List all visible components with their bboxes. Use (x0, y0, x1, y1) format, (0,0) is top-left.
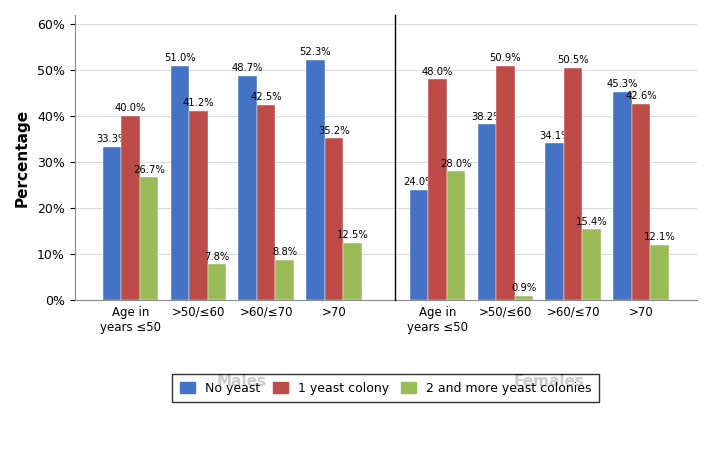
Bar (545, 143, 564, 300)
Text: Males: Males (216, 374, 266, 389)
Bar (208, 264, 226, 300)
Text: 12.5%: 12.5% (337, 230, 368, 240)
Text: 48.7%: 48.7% (232, 63, 263, 73)
Bar (447, 172, 466, 300)
Bar (650, 244, 669, 300)
Text: 35.2%: 35.2% (318, 125, 350, 135)
Bar (140, 177, 158, 300)
Text: 24.0%: 24.0% (404, 177, 435, 187)
Text: 38.2%: 38.2% (471, 112, 503, 122)
Bar (189, 111, 208, 300)
Bar (276, 260, 294, 300)
Text: 51.0%: 51.0% (164, 53, 196, 63)
Text: 8.8%: 8.8% (272, 247, 297, 257)
Bar (171, 66, 189, 300)
Bar (410, 190, 429, 300)
Bar (478, 125, 496, 300)
Text: 48.0%: 48.0% (422, 67, 454, 77)
Bar (239, 76, 257, 300)
Bar (613, 92, 632, 300)
Bar (564, 68, 582, 300)
Text: 42.5%: 42.5% (251, 92, 282, 102)
Text: 7.8%: 7.8% (204, 251, 229, 262)
Text: 42.6%: 42.6% (625, 92, 656, 102)
Bar (306, 60, 325, 300)
Legend: No yeast, 1 yeast colony, 2 and more yeast colonies: No yeast, 1 yeast colony, 2 and more yea… (172, 375, 600, 402)
Text: 52.3%: 52.3% (300, 47, 331, 57)
Bar (343, 243, 362, 300)
Bar (325, 138, 343, 300)
Bar (582, 229, 601, 300)
Text: 40.0%: 40.0% (115, 103, 147, 113)
Text: 34.1%: 34.1% (539, 131, 570, 141)
Bar (122, 116, 140, 300)
Bar (632, 104, 650, 300)
Bar (496, 66, 515, 300)
Text: 33.3%: 33.3% (97, 134, 128, 144)
Text: 50.9%: 50.9% (490, 53, 521, 63)
Bar (103, 147, 122, 300)
Text: 41.2%: 41.2% (183, 98, 214, 108)
Bar (257, 105, 276, 300)
Text: Females: Females (513, 374, 584, 389)
Text: 28.0%: 28.0% (441, 159, 472, 169)
Y-axis label: Percentage: Percentage (15, 109, 30, 207)
Text: 12.1%: 12.1% (644, 232, 676, 242)
Text: 45.3%: 45.3% (607, 79, 638, 89)
Text: 50.5%: 50.5% (557, 55, 589, 65)
Text: 0.9%: 0.9% (511, 283, 537, 293)
Bar (515, 296, 533, 300)
Text: 15.4%: 15.4% (576, 217, 607, 227)
Text: 26.7%: 26.7% (133, 164, 165, 175)
Bar (429, 79, 447, 300)
